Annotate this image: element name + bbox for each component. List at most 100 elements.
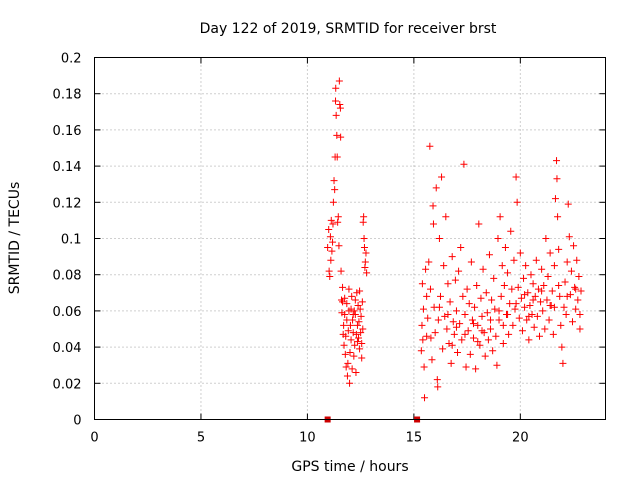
data-point [528,311,536,319]
data-point [438,173,446,181]
data-point [436,292,444,300]
y-tick-label: 0.12 [53,196,82,211]
data-point [343,300,351,308]
data-point [451,276,459,284]
data-point [555,245,563,253]
y-tick-label: 0.04 [53,341,82,356]
data-point [459,292,467,300]
y-tick-label: 0.02 [53,377,82,392]
data-point [508,285,516,293]
data-point [491,305,499,313]
data-point [325,267,333,275]
data-point [351,296,359,304]
x-tick-label: 5 [197,431,205,446]
data-point [521,303,529,311]
data-point [326,273,334,281]
data-point [513,198,521,206]
data-point [512,173,520,181]
data-point [515,314,523,322]
plot-frame [94,57,606,420]
data-point [538,265,546,273]
data-point [435,303,443,311]
data-point [532,256,540,264]
data-point [426,142,434,150]
data-point [499,339,507,347]
data-point [361,258,369,266]
data-point [577,287,585,295]
data-point [429,220,437,228]
data-point [349,311,357,319]
data-point [458,336,466,344]
data-point [507,227,515,235]
y-tick-labels: 0 0.02 0.04 0.06 0.08 0.1 0.12 0.14 0.16 0.18 0.2 [53,52,82,429]
data-point [418,280,426,288]
data-point [475,220,483,228]
data-point [487,325,495,333]
data-point [535,332,543,340]
data-point [350,307,358,315]
data-point [530,323,538,331]
data-points [324,77,585,402]
data-point [442,213,450,221]
data-point [566,291,574,299]
data-point [551,195,559,203]
data-point [550,303,558,311]
data-point [341,350,349,358]
data-point [329,238,337,246]
data-point [433,376,441,384]
data-point [539,307,547,315]
data-point [511,305,519,313]
data-point [423,292,431,300]
x-tick-label: 15 [406,431,423,446]
data-point [359,325,367,333]
data-point [474,338,482,346]
data-point [418,321,426,329]
data-point [363,269,371,277]
data-point [562,311,570,319]
data-point [484,336,492,344]
data-point [347,305,355,313]
data-point [538,287,546,295]
data-point [337,133,345,141]
data-point [576,311,584,319]
data-point [333,153,341,161]
data-point [349,316,357,324]
data-point [561,278,569,286]
data-point [349,329,357,337]
data-point [550,262,558,270]
data-point [346,379,354,387]
data-point [469,320,477,328]
data-point [472,365,480,373]
data-point [449,318,457,326]
data-point [346,321,354,329]
data-point [341,294,349,302]
data-point [348,292,356,300]
data-point [360,235,368,242]
data-point [331,186,339,194]
data-point [334,213,342,221]
data-point [452,307,460,315]
data-point [568,318,576,326]
data-point [350,352,358,360]
data-point [478,312,486,320]
data-point [344,327,352,335]
data-point [557,321,565,329]
data-point [341,311,349,319]
data-point [504,311,512,319]
data-point [447,359,455,367]
data-point [329,220,337,228]
x-tick-label: 20 [512,431,529,446]
data-point [495,316,503,324]
data-point [330,177,338,185]
data-point [521,291,529,299]
data-point [565,233,573,241]
y-tick-label: 0.2 [61,52,82,67]
data-point [531,292,539,300]
data-point [440,262,448,270]
data-point [525,336,533,344]
data-point [355,334,363,342]
data-point [353,321,361,329]
data-point [471,303,479,311]
data-point [574,296,582,304]
